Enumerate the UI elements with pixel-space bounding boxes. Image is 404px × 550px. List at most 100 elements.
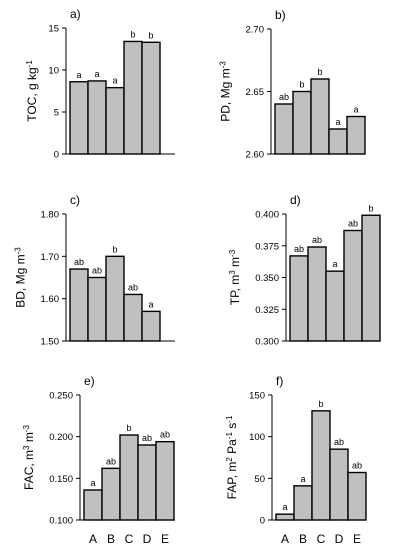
significance-label: a [94, 69, 99, 79]
y-tick-label: 0.250 [49, 391, 73, 402]
y-tick-label: 2.65 [246, 87, 265, 98]
category-label: D [143, 532, 152, 546]
panel-label: a) [70, 7, 81, 21]
significance-label: b [368, 203, 373, 213]
significance-label: a [76, 70, 81, 80]
significance-label: ab [352, 461, 362, 471]
significance-label: a [148, 299, 153, 309]
bar [361, 214, 381, 342]
y-tick-label: 150 [249, 391, 265, 402]
significance-label: a [90, 478, 95, 488]
bar [311, 410, 331, 521]
bar [275, 513, 295, 521]
bar [69, 268, 89, 342]
category-label: E [353, 532, 361, 546]
bar [105, 86, 125, 155]
y-axis-title: TP, m3 m-3 [228, 249, 243, 305]
bar [83, 489, 103, 521]
y-axis-title: PD, Mg m-3 [218, 61, 233, 122]
bar [155, 440, 175, 521]
bar [123, 293, 143, 342]
significance-label: a [332, 259, 337, 269]
significance-label: ab [334, 437, 344, 447]
panel-label: f) [276, 374, 283, 388]
y-tick-label: 2.70 [246, 25, 265, 36]
significance-label: ab [92, 266, 102, 276]
y-axis-title: BD, Mg m-3 [13, 247, 28, 308]
bar [329, 448, 349, 521]
significance-label: ab [279, 92, 289, 102]
y-tick-label: 0.375 [255, 241, 279, 252]
significance-label: ab [74, 257, 84, 267]
significance-label: ab [348, 219, 358, 229]
significance-label: ab [142, 433, 152, 443]
y-tick-label: 5 [54, 108, 59, 119]
significance-label: b [299, 80, 304, 90]
y-tick-label: 0 [260, 516, 265, 527]
significance-label: a [335, 117, 340, 127]
significance-label: ab [160, 430, 170, 440]
significance-label: ab [294, 244, 304, 254]
bar [346, 115, 366, 155]
y-tick-label: 0.300 [255, 337, 279, 348]
panel-label: c) [70, 193, 80, 207]
category-label: A [89, 532, 97, 546]
bar [123, 40, 143, 155]
significance-label: a [353, 105, 358, 115]
significance-label: ab [312, 235, 322, 245]
chart-panel: 0 5 10 15 a a a b b a) TOC, g kg-1 [24, 7, 175, 161]
bar [101, 467, 121, 521]
y-tick-label: 2.60 [246, 150, 265, 161]
category-label: D [335, 532, 344, 546]
significance-label: ab [128, 282, 138, 292]
significance-label: a [112, 76, 117, 86]
significance-label: b [148, 30, 153, 40]
y-tick-label: 1.80 [41, 210, 60, 221]
bar [343, 229, 363, 342]
significance-label: ab [106, 456, 116, 466]
y-tick-label: 0.350 [255, 273, 279, 284]
panel-label: d) [290, 193, 301, 207]
category-label: E [161, 532, 169, 546]
category-label: A [281, 532, 289, 546]
panel-label: b) [275, 8, 286, 22]
y-tick-label: 0.400 [255, 210, 279, 221]
y-tick-label: 1.60 [41, 294, 60, 305]
y-tick-label: 0.150 [49, 474, 73, 485]
bar [141, 41, 161, 155]
bar [137, 444, 157, 521]
panel-label: e) [84, 374, 95, 388]
significance-label: a [300, 474, 305, 484]
significance-label: b [318, 399, 323, 409]
y-axis-title: FAP, m2 Pa-1 s-1 [225, 415, 240, 499]
bar [87, 276, 107, 342]
bar [119, 434, 139, 521]
bar [293, 485, 313, 521]
bar [310, 78, 330, 155]
y-tick-label: 1.50 [41, 337, 60, 348]
bar [87, 80, 107, 155]
y-tick-label: 10 [48, 66, 59, 77]
significance-label: a [282, 502, 287, 512]
bar [69, 81, 89, 155]
bar [105, 255, 125, 342]
y-tick-label: 1.70 [41, 252, 60, 263]
y-axis-title: TOC, g kg-1 [24, 60, 39, 122]
chart-panel: 0 50 100 150 a Aa Bb Cab Dab Ef) FAP, m2 Pa-1 s-1 [225, 374, 367, 546]
significance-label: b [126, 423, 131, 433]
bar [325, 270, 345, 342]
significance-label: b [112, 244, 117, 254]
chart-panel: 0.100 0.150 0.200 0.250 a Aab Bb Cab Dab Ee) FAC, … [22, 374, 175, 546]
bar [307, 246, 327, 342]
category-label: B [107, 532, 115, 546]
bar [328, 128, 348, 155]
bar [141, 310, 161, 342]
bar [347, 471, 367, 521]
bar [292, 90, 312, 155]
y-tick-label: 0.200 [49, 432, 73, 443]
y-tick-label: 0.100 [49, 516, 73, 527]
